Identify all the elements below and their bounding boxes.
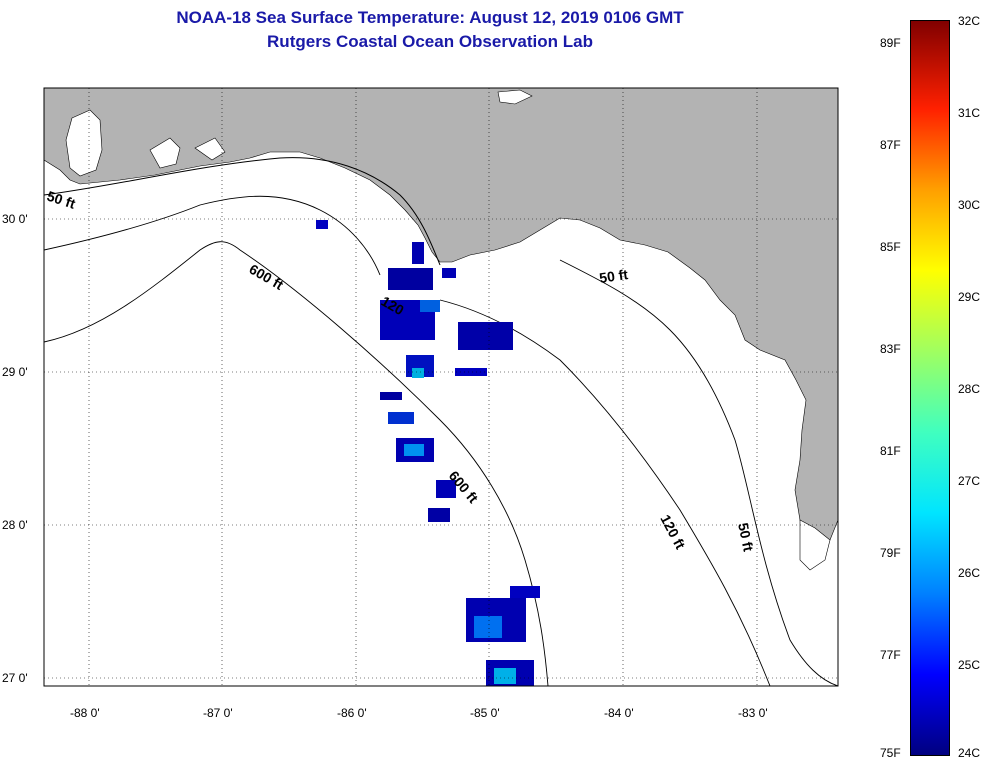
lat-label: 28 0' <box>2 518 28 532</box>
colorbar-f-label: 75F <box>880 746 901 760</box>
graticule <box>44 88 838 686</box>
bay <box>65 109 103 177</box>
map-subtitle: Rutgers Coastal Ocean Observation Lab <box>267 32 593 51</box>
lon-label: -87 0' <box>203 706 233 720</box>
bay <box>497 89 533 105</box>
contour-50ft-north <box>44 157 441 266</box>
colorbar-c-label: 24C <box>958 746 981 760</box>
bay <box>799 519 831 571</box>
colorbar-c-label: 31C <box>958 106 981 120</box>
lon-label: -84 0' <box>604 706 634 720</box>
colorbar-c-label: 25C <box>958 658 981 672</box>
colorbar-c-label: 26C <box>958 566 981 580</box>
contour-600ft <box>44 241 549 686</box>
colorbar-f-label: 87F <box>880 138 901 152</box>
lon-label: -85 0' <box>470 706 500 720</box>
colorbar-f-label: 79F <box>880 546 901 560</box>
colorbar-f-label: 81F <box>880 444 901 458</box>
colorbar-f-label: 89F <box>880 36 901 50</box>
colorbar-c-label: 32C <box>958 14 981 28</box>
colorbar-f-label: 85F <box>880 240 901 254</box>
map-frame <box>43 87 839 687</box>
colorbar <box>910 20 950 756</box>
colorbar-c-label: 28C <box>958 382 981 396</box>
colorbar-f-label: 77F <box>880 648 901 662</box>
bay <box>149 137 181 169</box>
lat-label: 29 0' <box>2 365 28 379</box>
lon-label: -86 0' <box>337 706 367 720</box>
contour-label: 50 ft <box>598 266 629 286</box>
lat-label: 30 0' <box>2 212 28 226</box>
sst-patches <box>316 220 540 686</box>
contour-label: 50 ft <box>735 521 757 553</box>
lon-label: -83 0' <box>738 706 768 720</box>
lat-label: 27 0' <box>2 671 28 685</box>
colorbar-f-label: 83F <box>880 342 901 356</box>
lon-label: -88 0' <box>70 706 100 720</box>
colorbar-c-label: 27C <box>958 474 981 488</box>
colorbar-c-label: 30C <box>958 198 981 212</box>
colorbar-c-label: 29C <box>958 290 981 304</box>
land-mass <box>44 88 838 556</box>
contour-120ft-north <box>44 195 381 276</box>
bay <box>194 137 226 161</box>
map-title: NOAA-18 Sea Surface Temperature: August … <box>176 8 684 27</box>
contour-50ft-east <box>559 259 838 686</box>
